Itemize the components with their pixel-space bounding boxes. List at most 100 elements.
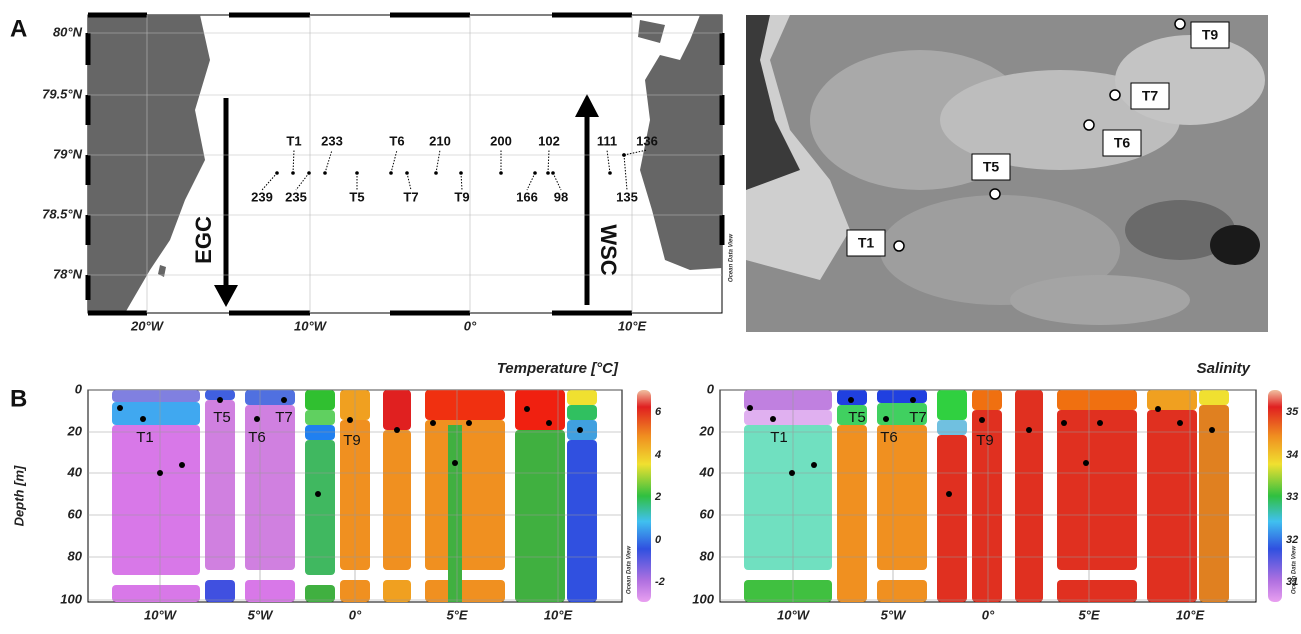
section-patch bbox=[205, 390, 235, 400]
station-label: T7 bbox=[909, 409, 927, 426]
sample-dot bbox=[910, 397, 916, 403]
station-label: 239 bbox=[251, 189, 273, 204]
island bbox=[148, 230, 166, 277]
colorbar-label: 35 bbox=[1286, 406, 1299, 418]
section-patch bbox=[383, 580, 411, 602]
section-patch bbox=[245, 390, 295, 405]
station-dot bbox=[499, 171, 503, 175]
depth-label: 20 bbox=[699, 423, 715, 438]
island bbox=[638, 20, 665, 43]
sample-dot bbox=[179, 462, 185, 468]
y-axis-title: Depth [m] bbox=[11, 465, 26, 526]
section-patch bbox=[744, 390, 832, 410]
depth-label: 100 bbox=[60, 591, 82, 606]
station-dot bbox=[389, 171, 393, 175]
section-patch bbox=[383, 390, 411, 430]
station-label: T5 bbox=[848, 409, 866, 426]
salinity-colorbar bbox=[1268, 390, 1282, 602]
depth-label: 20 bbox=[67, 423, 83, 438]
section-patch bbox=[305, 585, 335, 602]
sample-dot bbox=[140, 416, 146, 422]
station-label: 210 bbox=[429, 133, 451, 148]
station-label: T9 bbox=[454, 189, 469, 204]
sample-dot bbox=[979, 417, 985, 423]
current-arrows bbox=[223, 98, 590, 305]
sample-dot bbox=[315, 491, 321, 497]
station-label: 235 bbox=[285, 189, 307, 204]
sample-dot bbox=[430, 420, 436, 426]
station-marker bbox=[893, 240, 905, 252]
colorbar-label: 34 bbox=[1286, 449, 1298, 461]
section-patch bbox=[448, 425, 462, 602]
colorbar-label: 32 bbox=[1286, 534, 1298, 546]
lon-label: 10°E bbox=[1176, 607, 1205, 622]
panel-label: A bbox=[10, 15, 27, 42]
sample-dot bbox=[524, 406, 530, 412]
section-patch bbox=[937, 420, 967, 435]
sample-dot bbox=[546, 420, 552, 426]
sample-dot bbox=[946, 491, 952, 497]
sample-dot bbox=[1155, 406, 1161, 412]
cloud bbox=[1115, 35, 1265, 125]
station-dot bbox=[405, 171, 409, 175]
station-label: T9 bbox=[976, 432, 994, 449]
map bbox=[85, 12, 725, 316]
section-patch bbox=[1147, 390, 1197, 410]
station-label: T6 bbox=[389, 133, 404, 148]
station-leader bbox=[295, 172, 310, 191]
lat-label: 80°N bbox=[53, 24, 83, 39]
section-patch bbox=[972, 410, 1002, 602]
station-dot bbox=[459, 171, 463, 175]
depth-label: 60 bbox=[68, 506, 83, 521]
colorbar-label: 2 bbox=[654, 491, 661, 503]
label-box bbox=[1190, 21, 1230, 49]
ice-field bbox=[1010, 275, 1190, 325]
section-patch bbox=[305, 390, 335, 410]
station-label: 200 bbox=[490, 133, 512, 148]
station-label: T5 bbox=[213, 409, 231, 426]
lon-label: 0° bbox=[982, 607, 995, 622]
section-patch bbox=[837, 425, 867, 602]
station-leader bbox=[552, 172, 562, 191]
section-patch bbox=[305, 425, 335, 440]
section-patch bbox=[744, 410, 832, 425]
section-patch bbox=[245, 580, 295, 602]
lon-label: 10°W bbox=[144, 607, 178, 622]
sample-dot bbox=[394, 427, 400, 433]
temperature-colorbar bbox=[637, 390, 651, 602]
station-label: T6 bbox=[248, 429, 266, 446]
lon-label: 0° bbox=[349, 607, 362, 622]
lon-label: 0° bbox=[464, 318, 477, 333]
station-label: T7 bbox=[275, 409, 293, 426]
svalbard bbox=[640, 15, 722, 270]
station-label: T1 bbox=[286, 133, 301, 148]
depth-label: 0 bbox=[75, 381, 83, 396]
greenland bbox=[88, 15, 210, 313]
station-label: T1 bbox=[770, 429, 788, 446]
station-marker bbox=[1109, 89, 1121, 101]
lon-label: 10°E bbox=[544, 607, 573, 622]
lon-label: 5°E bbox=[1078, 607, 1099, 622]
depth-label: 40 bbox=[67, 464, 83, 479]
section-patch bbox=[112, 390, 200, 402]
lon-label: 10°W bbox=[777, 607, 811, 622]
station-dot bbox=[622, 153, 626, 157]
station-label: T6 bbox=[880, 429, 898, 446]
depth-label: 100 bbox=[692, 591, 714, 606]
station-leader bbox=[606, 149, 611, 174]
section-patch bbox=[112, 425, 200, 575]
station-dot bbox=[307, 171, 311, 175]
depth-label: 0 bbox=[707, 381, 715, 396]
colorbar-label: 4 bbox=[654, 449, 661, 461]
label-box bbox=[971, 153, 1011, 181]
section-patch bbox=[1015, 390, 1043, 602]
section-title: Temperature [°C] bbox=[497, 360, 619, 377]
section-patch bbox=[1057, 390, 1137, 410]
station-leader bbox=[324, 149, 333, 174]
station-label: 102 bbox=[538, 133, 560, 148]
sample-dot bbox=[117, 405, 123, 411]
sample-dot bbox=[1061, 420, 1067, 426]
station-dot bbox=[275, 171, 279, 175]
station-marker bbox=[989, 188, 1001, 200]
